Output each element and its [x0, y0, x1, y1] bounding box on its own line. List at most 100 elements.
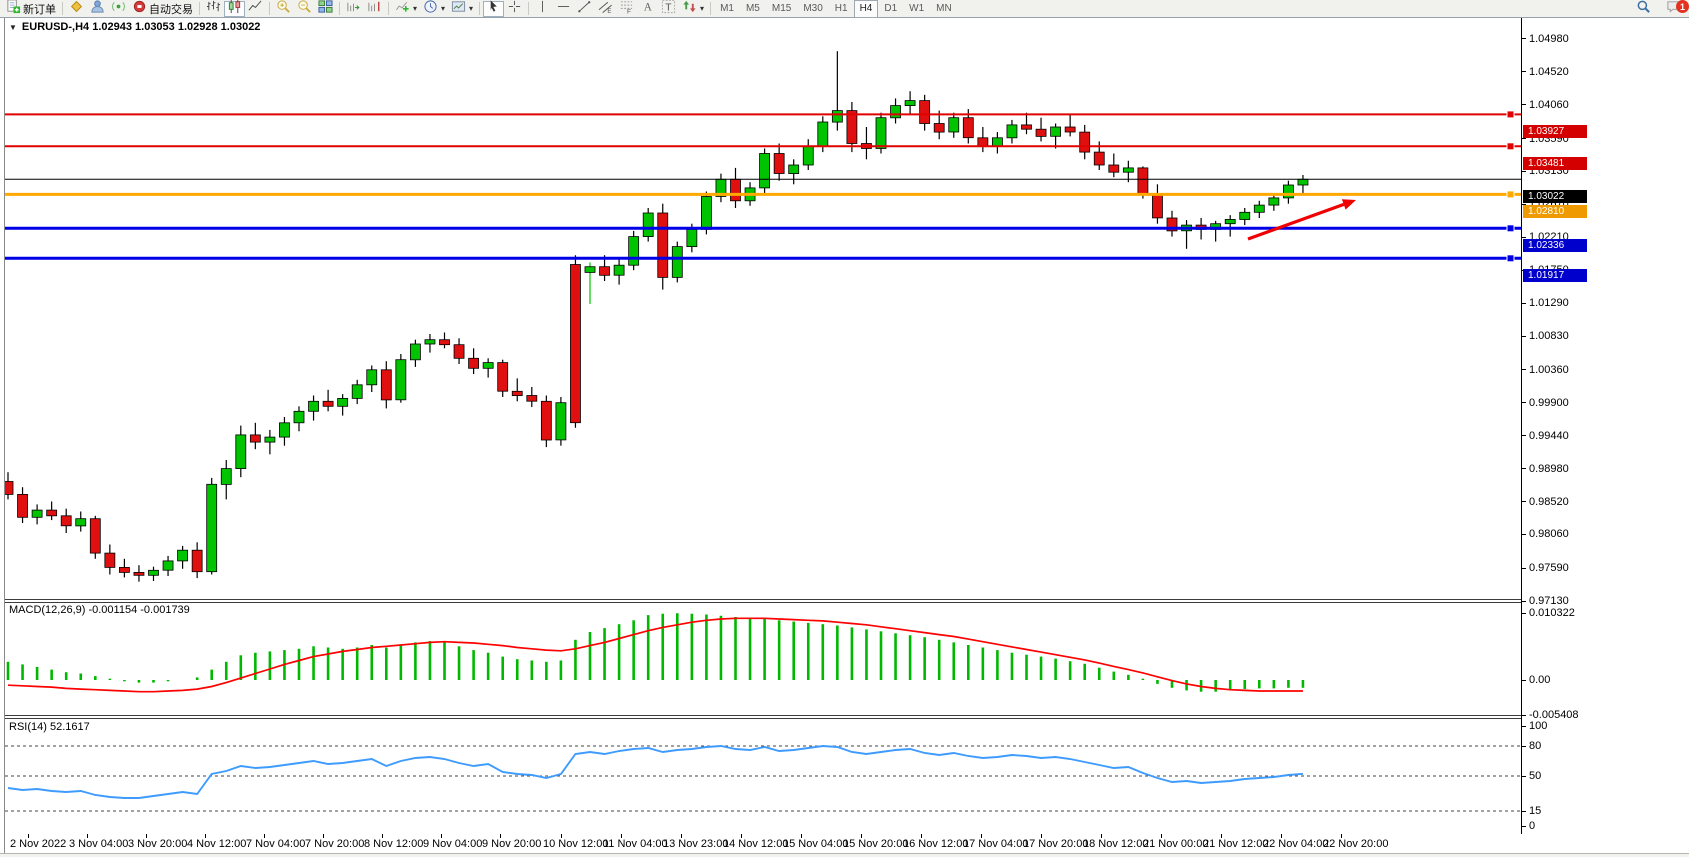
candle-up [904, 100, 916, 106]
label-button[interactable]: T [658, 0, 679, 17]
time-label: 22 Nov 04:00 [1263, 838, 1329, 850]
time-tick [1041, 834, 1042, 838]
axis-tick-label: 1.04980 [1522, 33, 1569, 45]
line-anchor-square[interactable] [1506, 224, 1515, 233]
signals-button[interactable] [108, 1, 129, 17]
tick-mark [1522, 71, 1526, 73]
dropdown-arrow-icon[interactable]: ▾ [700, 4, 705, 13]
timeframe-h4-button[interactable]: H4 [853, 0, 879, 18]
time-tick [441, 834, 442, 838]
axis-tick-label: 1.00360 [1522, 364, 1569, 376]
dropdown-arrow-icon[interactable]: ▾ [469, 4, 474, 13]
dropdown-arrow-icon[interactable]: ▾ [413, 4, 418, 13]
svg-text:A: A [644, 1, 653, 13]
tick-mark [1522, 745, 1526, 747]
candle-down [540, 400, 552, 441]
trendline-button[interactable] [574, 0, 595, 17]
periods-button[interactable]: ▾ [420, 0, 448, 19]
notifications-button[interactable]: 1 [1663, 0, 1689, 17]
line-anchor-square[interactable] [1506, 254, 1515, 263]
panel-splitter-rsi[interactable] [5, 715, 1521, 719]
line-anchor-square[interactable] [1506, 142, 1515, 151]
arrow-annotation-head[interactable] [1341, 199, 1356, 210]
candle-down [846, 110, 858, 144]
axis-tick-label: 0.00 [1522, 674, 1550, 686]
autotrading-button[interactable]: 自动交易 [129, 0, 196, 17]
search-button[interactable] [1633, 0, 1654, 17]
terminal-button[interactable] [87, 0, 108, 17]
periods-icon [423, 0, 438, 19]
timeframe-mn-button[interactable]: MN [936, 3, 952, 14]
tile-windows-button[interactable] [315, 0, 336, 17]
timeframe-d1-button[interactable]: D1 [884, 3, 898, 14]
time-label: 11 Nov 04:00 [603, 838, 668, 850]
indicators-button[interactable]: ▾ [392, 1, 420, 17]
autoscroll-button[interactable] [343, 1, 364, 17]
axis-tick-label: -0.005408 [1522, 709, 1579, 721]
chart-header: ▼ EURUSD-,H4 1.02943 1.03053 1.02928 1.0… [9, 21, 260, 33]
time-tick [87, 834, 88, 838]
horizontal-line-button[interactable] [553, 1, 574, 17]
timeframe-m15-button[interactable]: M15 [771, 3, 792, 14]
equidistant-channel-button[interactable]: E [595, 1, 616, 17]
macd-panel[interactable] [5, 603, 1521, 715]
macd-signal-line [7, 617, 1303, 693]
one-click-trading-toggle[interactable]: ▼ [9, 22, 17, 32]
templates-button[interactable]: ▾ [448, 0, 476, 17]
notification-badge: 1 [1676, 0, 1689, 13]
line-chart-button[interactable] [245, 0, 266, 17]
time-label: 9 Nov 04:00 [423, 838, 483, 850]
time-tick [323, 834, 324, 838]
candlestick-button[interactable] [224, 0, 245, 19]
text-icon: A [640, 0, 655, 19]
metaeditor-button[interactable] [66, 0, 87, 17]
candle-down [249, 434, 261, 443]
rsi-panel[interactable] [5, 719, 1521, 834]
text-button[interactable]: A [637, 1, 658, 17]
candle-down [5, 481, 14, 495]
candle-down [933, 123, 945, 133]
timeframe-h1-button[interactable]: H1 [834, 3, 848, 14]
time-tick [861, 834, 862, 838]
timeframe-m5-button[interactable]: M5 [745, 3, 760, 14]
axis-tick-label: 1.04520 [1522, 66, 1569, 78]
candle-up [628, 236, 640, 266]
cursor-button[interactable] [483, 0, 505, 17]
fibonacci-button[interactable]: F [616, 0, 637, 17]
candle-down [17, 493, 28, 518]
time-label: 8 Nov 12:00 [364, 838, 424, 850]
candle-up [701, 196, 712, 230]
price-chart-panel[interactable] [5, 18, 1521, 599]
axis-tick-label: 1.00830 [1522, 330, 1569, 342]
crosshair-button[interactable] [504, 0, 525, 17]
candle-down [453, 344, 465, 359]
timeframe-m1-button[interactable]: M1 [720, 3, 734, 14]
chart-shift-button[interactable] [364, 1, 385, 17]
candle-up [409, 343, 421, 361]
time-tick [146, 834, 147, 838]
line-anchor-square[interactable] [1506, 190, 1515, 199]
candle-up [337, 397, 349, 407]
bar-chart-button[interactable] [203, 0, 224, 17]
dropdown-arrow-icon[interactable]: ▾ [441, 4, 446, 13]
tick-mark [1522, 435, 1526, 437]
panel-splitter-macd[interactable] [5, 599, 1521, 603]
zoom-out-button[interactable] [294, 0, 315, 17]
tick-mark [1522, 533, 1526, 535]
new-order-button[interactable]: 新订单 [3, 0, 59, 17]
line-anchor-square[interactable] [1506, 110, 1515, 119]
tick-mark [1522, 236, 1526, 238]
tick-mark [1522, 775, 1526, 777]
arrows-button[interactable]: ▾ [679, 0, 707, 17]
candle-down [1108, 164, 1120, 173]
timeframe-m30-button[interactable]: M30 [803, 3, 823, 14]
axis-tick-label: 0.98060 [1522, 528, 1569, 540]
arrow-annotation-line[interactable] [1247, 202, 1345, 241]
timeframe-w1-button[interactable]: W1 [909, 3, 925, 14]
tick-mark [1522, 369, 1526, 371]
candlestick-icon [227, 0, 242, 19]
zoom-in-button[interactable] [273, 0, 294, 17]
vertical-line-button[interactable] [532, 0, 553, 17]
candle-down [46, 509, 58, 517]
